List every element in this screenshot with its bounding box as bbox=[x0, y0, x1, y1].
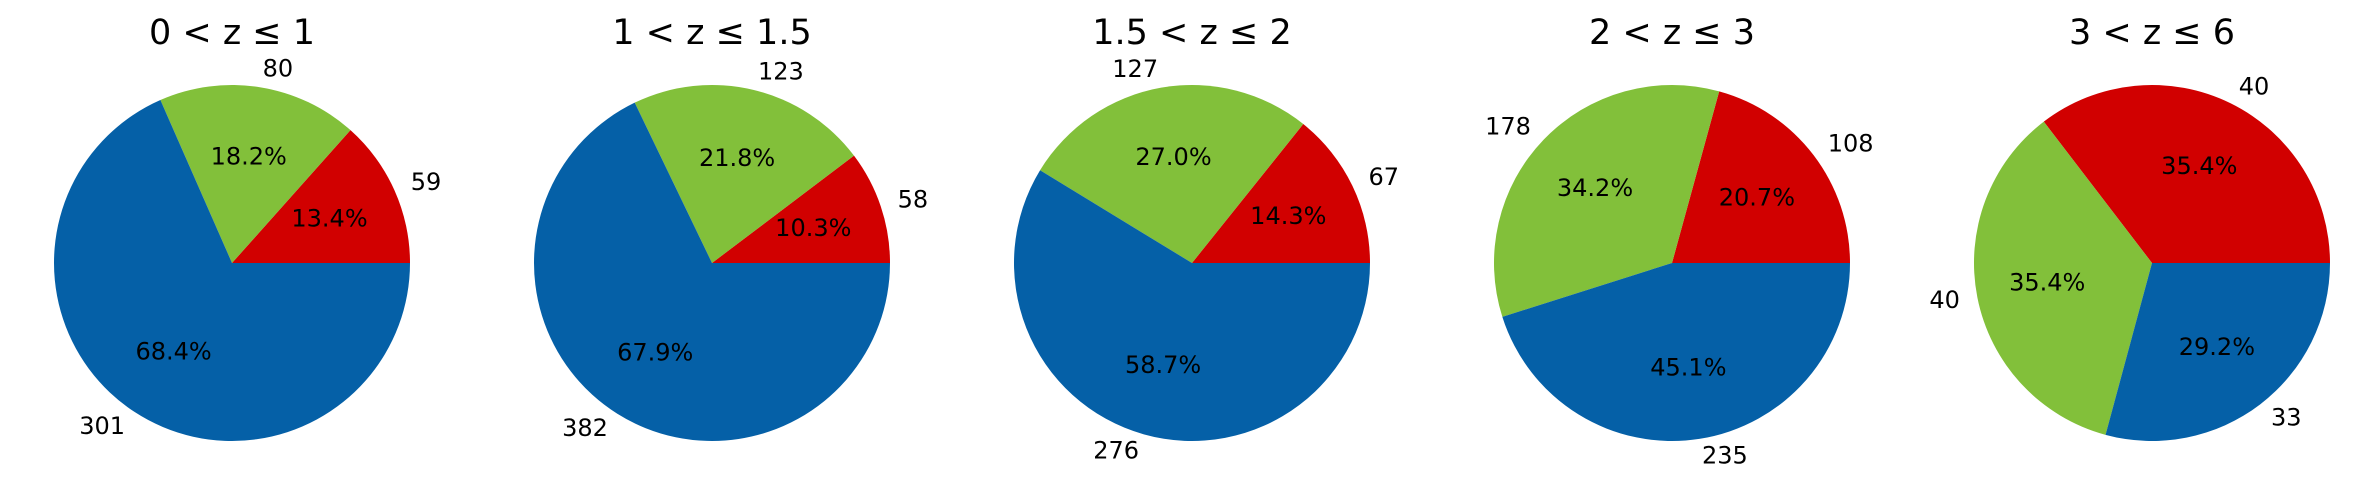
pie-percent-label: 58.7% bbox=[1125, 351, 1201, 379]
pie-count-label: 40 bbox=[1929, 286, 1960, 314]
pie-wedge-3 bbox=[1014, 170, 1370, 441]
pie-percent-label: 35.4% bbox=[2009, 269, 2085, 297]
pie-panel-3: 1.5 < z ≤ 2 14.3% 67 27.0% 127 58.7% 276 bbox=[1014, 13, 1399, 465]
pie-percent-label: 27.0% bbox=[1135, 143, 1211, 171]
pie-count-label: 235 bbox=[1702, 442, 1748, 470]
pie-wedge-2 bbox=[1493, 85, 1720, 317]
pie-panel-1: 0 < z ≤ 1 13.4% 59 18.2% 80 68.4% 301 bbox=[53, 13, 442, 442]
pie-wedge-2 bbox=[1973, 121, 2152, 435]
pie-percent-label: 13.4% bbox=[291, 204, 367, 232]
pie-count-label: 33 bbox=[2271, 404, 2302, 432]
pie-percent-label: 45.1% bbox=[1650, 354, 1726, 382]
pie-count-label: 301 bbox=[79, 412, 125, 440]
pie-title: 3 < z ≤ 6 bbox=[2069, 13, 2235, 53]
pie-wedge-2 bbox=[634, 85, 854, 263]
pie-title: 1 < z ≤ 1.5 bbox=[612, 13, 811, 53]
pie-wedge-3 bbox=[53, 100, 411, 442]
pie-count-label: 382 bbox=[562, 414, 608, 442]
pie-count-label: 58 bbox=[898, 186, 929, 214]
pie-wedge-2 bbox=[1040, 84, 1304, 263]
pie-count-label: 276 bbox=[1093, 437, 1139, 465]
pie-title: 0 < z ≤ 1 bbox=[149, 13, 315, 53]
pie-count-label: 123 bbox=[758, 58, 804, 86]
pie-wedge-3 bbox=[534, 102, 890, 441]
pie-title: 2 < z ≤ 3 bbox=[1589, 13, 1755, 53]
pie-percent-label: 10.3% bbox=[775, 214, 851, 242]
pie-count-label: 67 bbox=[1369, 163, 1400, 191]
pie-percent-label: 14.3% bbox=[1250, 202, 1326, 230]
pie-wedge-1 bbox=[712, 155, 890, 263]
pie-wedge-3 bbox=[2105, 263, 2331, 442]
pie-wedge-1 bbox=[1672, 91, 1850, 264]
pie-panel-4: 2 < z ≤ 3 20.7% 108 34.2% 178 45.1% 235 bbox=[1485, 13, 1873, 470]
pie-percent-label: 20.7% bbox=[1719, 183, 1795, 211]
pie-percent-label: 67.9% bbox=[617, 338, 693, 366]
pie-panel-5: 3 < z ≤ 6 35.4% 40 35.4% 40 29.2% 33 bbox=[1929, 13, 2331, 442]
pie-wedge-3 bbox=[1502, 263, 1851, 442]
pie-percent-label: 29.2% bbox=[2179, 333, 2255, 361]
pie-percent-label: 34.2% bbox=[1557, 174, 1633, 202]
pie-count-label: 80 bbox=[263, 55, 294, 83]
pie-count-label: 59 bbox=[411, 168, 442, 196]
pie-count-label: 127 bbox=[1112, 55, 1158, 83]
pie-percent-label: 68.4% bbox=[135, 337, 211, 365]
pie-count-label: 108 bbox=[1828, 129, 1874, 157]
pie-wedge-2 bbox=[160, 85, 351, 263]
pie-title: 1.5 < z ≤ 2 bbox=[1092, 13, 1291, 53]
pie-count-label: 40 bbox=[2239, 72, 2270, 100]
pie-wedge-1 bbox=[232, 130, 411, 263]
pie-wedge-1 bbox=[1192, 124, 1370, 263]
pie-count-label: 178 bbox=[1485, 112, 1531, 140]
pie-percent-label: 35.4% bbox=[2161, 152, 2237, 180]
pie-panel-2: 1 < z ≤ 1.5 10.3% 58 21.8% 123 67.9% 382 bbox=[534, 13, 928, 442]
pie-wedge-1 bbox=[2043, 84, 2330, 263]
pie-percent-label: 18.2% bbox=[211, 143, 287, 171]
pie-percent-label: 21.8% bbox=[699, 144, 775, 172]
